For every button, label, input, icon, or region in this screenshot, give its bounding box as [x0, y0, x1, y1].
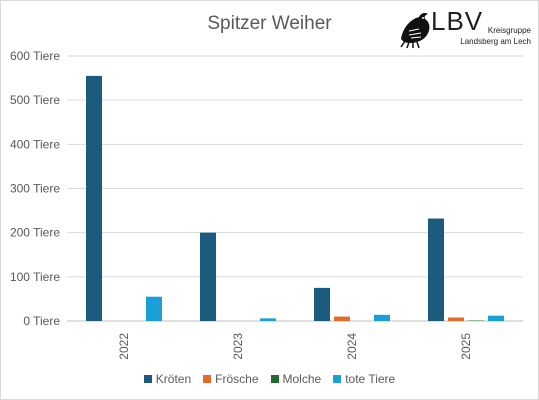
legend-item: Kröten	[143, 372, 192, 386]
x-tick-label: 2024	[345, 333, 359, 360]
y-tick-label: 500 Tiere	[10, 93, 60, 107]
x-tick-label: 2025	[459, 333, 473, 360]
bar-kröten	[200, 232, 216, 321]
bar-tote-tiere	[374, 314, 390, 321]
bar-kröten	[86, 75, 102, 321]
legend-label: Molche	[282, 372, 322, 386]
legend-swatch	[203, 375, 212, 383]
legend-item: tote Tiere	[333, 372, 395, 386]
legend-swatch	[143, 375, 152, 383]
bar-frösche	[334, 316, 350, 321]
logo-text: LBV	[431, 6, 484, 36]
bar-tote-tiere	[146, 296, 162, 321]
legend-label: Kröten	[155, 372, 192, 386]
y-tick-label: 400 Tiere	[10, 137, 60, 151]
bar-tote-tiere	[260, 318, 276, 321]
y-tick-label: 200 Tiere	[10, 226, 60, 240]
legend-swatch	[270, 375, 279, 383]
bar-tote-tiere	[488, 315, 504, 321]
legend-swatch	[333, 375, 342, 383]
chart-title: Spitzer Weiher	[207, 13, 332, 34]
y-tick-label: 100 Tiere	[10, 270, 60, 284]
legend-label: tote Tiere	[345, 372, 396, 386]
logo-subtitle-line2: Landsberg am Lech	[460, 37, 531, 46]
bar-frösche	[448, 317, 464, 321]
bird-icon	[400, 13, 430, 49]
logo-subtitle-line1: Kreisgruppe	[487, 26, 531, 35]
lbv-logo: LBV Kreisgruppe Landsberg am Lech	[397, 6, 537, 51]
legend-item: Molche	[270, 372, 322, 386]
legend-label: Frösche	[215, 372, 259, 386]
y-tick-label: 300 Tiere	[10, 182, 60, 196]
y-tick-label: 0 Tiere	[23, 314, 60, 328]
chart-legend: Kröten Frösche Molche tote Tiere	[1, 372, 538, 386]
x-tick-label: 2022	[117, 333, 131, 360]
bar-kröten	[314, 287, 330, 321]
legend-item: Frösche	[203, 372, 259, 386]
x-tick-label: 2023	[231, 333, 245, 360]
y-tick-label: 600 Tiere	[10, 49, 60, 63]
bar-kröten	[428, 218, 444, 321]
